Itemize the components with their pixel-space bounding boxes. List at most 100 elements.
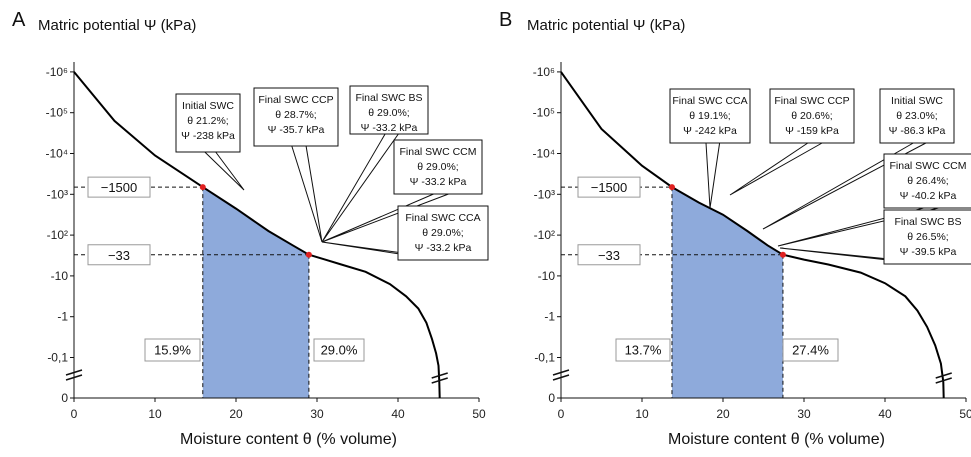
y-tick-label: -10⁶ [46,65,68,79]
panel-label: B [499,9,512,31]
hline-label-box [577,176,641,198]
y-tick-label: 0 [548,391,555,405]
x-tick-label: 20 [716,407,730,421]
annotation-pointer [729,142,823,196]
annotation-text: Ψ -33.2 kPa [415,242,472,254]
annotation-box [883,209,971,265]
axis-break-mark [65,369,83,381]
y-tick-label: -10² [534,228,555,242]
annotation-text: Final SWC CCP [258,94,333,106]
annotation-text: θ 26.5%; [907,231,948,243]
annotation-text: Final SWC CCM [889,160,966,172]
y-axis-title: Matric potential Ψ (kPa) [527,17,685,34]
hline-label: −1500 [101,180,138,195]
annotation-box [393,139,483,195]
annotation-pointer [291,145,323,243]
hline-label-box [87,244,151,266]
x-axis-title: Moisture content θ (% volume) [180,431,397,448]
x-tick-label: 40 [391,407,405,421]
x-tick-label: 10 [635,407,649,421]
y-tick-label: -1 [57,310,68,324]
annotation-box [253,87,339,147]
y-tick-label: -10 [51,269,69,283]
annotation-text: θ 21.2%; [187,115,228,127]
hline-label: −1500 [591,180,628,195]
x-tick-label: 0 [71,407,78,421]
y-tick-label: -1 [544,310,555,324]
vline-label-box [313,338,365,362]
data-point [305,251,312,258]
annotation-text: Initial SWC [182,100,234,112]
annotation-pointer [705,142,721,209]
annotation-text: θ 23.0%; [896,110,937,122]
vline-label-box [144,338,201,362]
annotation-pointer [762,142,927,230]
y-tick-label: -0,1 [47,351,68,365]
y-tick-label: -0,1 [534,351,555,365]
y-tick-label: -10 [538,269,556,283]
annotation-text: Final SWC CCA [672,95,747,107]
y-tick-label: -10³ [534,187,555,201]
annotation-text: Ψ -33.2 kPa [361,122,418,134]
annotation-text: Ψ -159 kPa [785,125,839,137]
y-axis-title: Matric potential Ψ (kPa) [38,17,196,34]
shaded-area [671,187,783,398]
annotation-text: Ψ -242 kPa [683,125,737,137]
shaded-area [202,187,309,398]
hline-label-box [577,244,641,266]
annotation-text: Final SWC CCP [774,95,849,107]
data-point [668,184,675,191]
y-tick-label: -10³ [47,187,68,201]
hline-label: −33 [108,248,130,263]
annotation-box [175,93,241,153]
chart-panel-a: A Matric potential Ψ (kPa) 0 -0,1 -1 -10 -10² -… [12,9,489,448]
x-tick-label: 20 [229,407,243,421]
y-tick-label: -10⁵ [46,106,68,120]
annotation-text: θ 29.0%; [417,161,458,173]
vline-label-box [615,338,671,362]
annotation-text: Ψ -33.2 kPa [410,176,467,188]
x-tick-label: 40 [878,407,892,421]
vline-label: 27.4% [792,343,829,358]
vline-label-box [782,338,839,362]
retention-curve [73,71,441,399]
y-tick-label: 0 [61,391,68,405]
annotation-box [769,88,855,144]
x-tick-label: 30 [797,407,811,421]
annotation-text: Initial SWC [891,95,943,107]
annotation-text: Ψ -86.3 kPa [889,125,946,137]
curve-break-mark [431,372,448,384]
hline-label: −33 [598,248,620,263]
x-tick-label: 50 [472,407,486,421]
y-tick-label: -10⁵ [533,106,555,120]
annotation-text: θ 29.0%; [422,227,463,239]
annotation-text: Final SWC BS [894,216,961,228]
x-tick-label: 30 [310,407,324,421]
chart-panel-b: B Matric potential Ψ (kPa) 0 -0,1 -1 -10 -10² -… [499,9,971,448]
vline-label: 15.9% [154,343,191,358]
annotation-text: θ 29.0%; [368,107,409,119]
annotation-box [397,205,489,261]
y-tick-label: -10² [47,228,68,242]
data-point [779,251,786,258]
axis-break-mark [552,369,570,381]
annotation-box [669,88,751,144]
y-tick-label: -10⁴ [533,147,556,161]
x-tick-label: 50 [959,407,971,421]
x-tick-label: 10 [148,407,162,421]
annotation-text: θ 28.7%; [275,109,316,121]
annotation-text: θ 20.6%; [791,110,832,122]
annotation-text: Final SWC CCA [405,212,480,224]
annotation-text: θ 26.4%; [907,175,948,187]
vline-label: 29.0% [321,343,358,358]
retention-curve [560,71,945,399]
annotation-box [349,85,429,135]
annotation-box [879,88,955,144]
data-point [199,184,206,191]
annotation-text: Ψ -39.5 kPa [900,246,957,258]
annotation-text: Final SWC BS [355,92,422,104]
annotation-text: Ψ -40.2 kPa [900,190,957,202]
annotation-text: θ 19.1%; [689,110,730,122]
y-tick-label: -10⁴ [46,147,69,161]
